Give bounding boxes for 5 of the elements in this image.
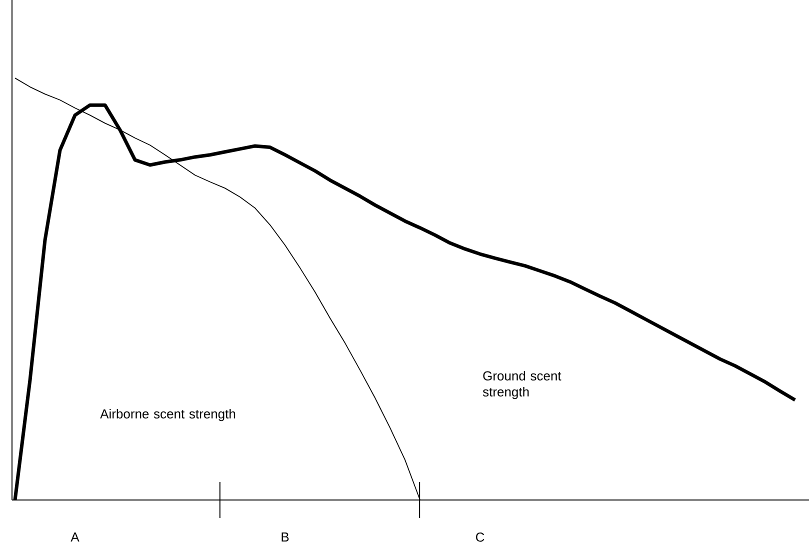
annotation: Airborne scent strength <box>100 408 236 422</box>
annotation: Ground scent strength <box>482 370 562 400</box>
x-tick-label: B <box>282 532 289 542</box>
x-tick-label: C <box>476 532 484 542</box>
x-tick-label: A <box>70 532 80 542</box>
